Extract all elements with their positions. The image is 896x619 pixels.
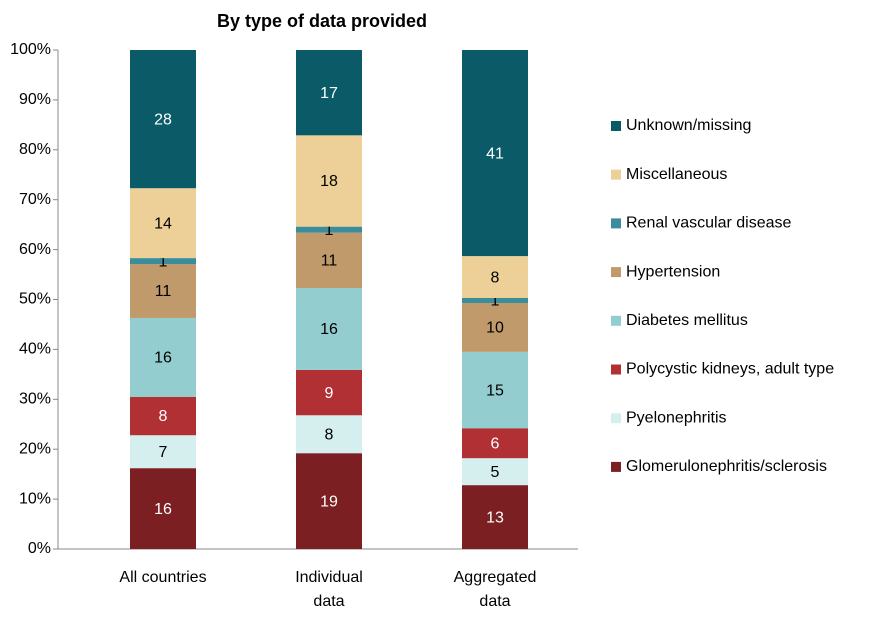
- bar-segment: [130, 188, 196, 259]
- bar-segment: [296, 453, 362, 549]
- bar-segment: [130, 50, 196, 189]
- data-label: 9: [325, 385, 334, 402]
- legend-swatch: [611, 315, 621, 326]
- bar-segment: [462, 351, 528, 429]
- x-tick-label: All countries: [119, 569, 206, 586]
- chart-title: By type of data provided: [217, 11, 427, 31]
- bar-segment: [462, 256, 528, 299]
- bar-segment: [130, 258, 196, 265]
- y-tick-label: 40%: [19, 341, 51, 358]
- bar-segment: [462, 458, 528, 486]
- legend-label: Pyelonephritis: [626, 409, 727, 426]
- data-label: 17: [320, 85, 338, 102]
- y-tick-label: 10%: [19, 490, 51, 507]
- data-label: 11: [155, 283, 172, 300]
- legend-swatch: [611, 121, 621, 131]
- data-label: 11: [321, 253, 338, 270]
- x-tick-label: Individual data: [295, 569, 363, 610]
- data-label: 16: [154, 350, 172, 367]
- bar-segment: [130, 468, 196, 549]
- data-label: 14: [154, 215, 172, 232]
- data-label: 41: [486, 145, 504, 162]
- x-tick-label: Aggregated data: [454, 569, 537, 610]
- legend-swatch: [611, 413, 621, 424]
- bar-segment: [462, 428, 528, 459]
- data-label: 16: [320, 321, 338, 338]
- data-label: 13: [486, 509, 504, 526]
- y-tick-label: 50%: [19, 291, 51, 308]
- data-label: 6: [491, 435, 500, 452]
- y-tick-label: 30%: [19, 391, 51, 408]
- bar-segment: [296, 232, 362, 289]
- bar-segment: [296, 135, 362, 227]
- bar-segment: [130, 317, 196, 397]
- y-tick-label: 0%: [28, 540, 51, 557]
- bar-segment: [130, 396, 196, 436]
- y-tick-label: 70%: [19, 191, 51, 208]
- bar-segment: [462, 298, 528, 303]
- y-tick-label: 60%: [19, 241, 51, 258]
- bar-segment: [296, 50, 362, 136]
- bar-segment: [296, 288, 362, 370]
- bar-segment: [462, 50, 528, 257]
- data-label: 15: [486, 382, 504, 399]
- data-label: 5: [491, 464, 500, 481]
- legend-swatch: [611, 267, 621, 278]
- bar-segment: [130, 435, 196, 469]
- data-label: 8: [159, 408, 168, 425]
- legend-label: Unknown/missing: [626, 117, 751, 134]
- data-label: 28: [154, 111, 172, 128]
- bar-segment: [130, 264, 196, 318]
- legend-label: Miscellaneous: [626, 166, 727, 183]
- legend-label: Diabetes mellitus: [626, 312, 748, 329]
- data-label: 8: [491, 269, 500, 286]
- data-label: 16: [154, 501, 172, 518]
- data-label: 1: [491, 293, 500, 310]
- legend-label: Polycystic kidneys, adult type: [626, 361, 834, 378]
- data-label: 10: [486, 320, 504, 337]
- data-label: 1: [159, 253, 168, 270]
- legend-swatch: [611, 364, 621, 375]
- legend-swatch: [611, 461, 621, 472]
- y-tick-label: 20%: [19, 440, 51, 457]
- data-label: 8: [325, 426, 334, 443]
- legend-swatch: [611, 169, 621, 180]
- bar-segment: [296, 226, 362, 233]
- legend-label: Renal vascular disease: [626, 215, 792, 232]
- y-tick-label: 80%: [19, 141, 51, 158]
- y-tick-label: 100%: [10, 41, 51, 58]
- data-label: 7: [159, 444, 168, 461]
- bar-segment: [462, 302, 528, 352]
- y-tick-label: 90%: [19, 91, 51, 108]
- legend-label: Hypertension: [626, 263, 720, 280]
- legend-label: Glomerulonephritis/sclerosis: [626, 458, 827, 475]
- data-label: 18: [320, 173, 338, 190]
- data-label: 19: [320, 493, 338, 510]
- bar-segment: [462, 485, 528, 549]
- legend-swatch: [611, 218, 621, 229]
- data-label: 1: [325, 222, 334, 239]
- bar-segment: [296, 415, 362, 454]
- bar-segment: [296, 369, 362, 416]
